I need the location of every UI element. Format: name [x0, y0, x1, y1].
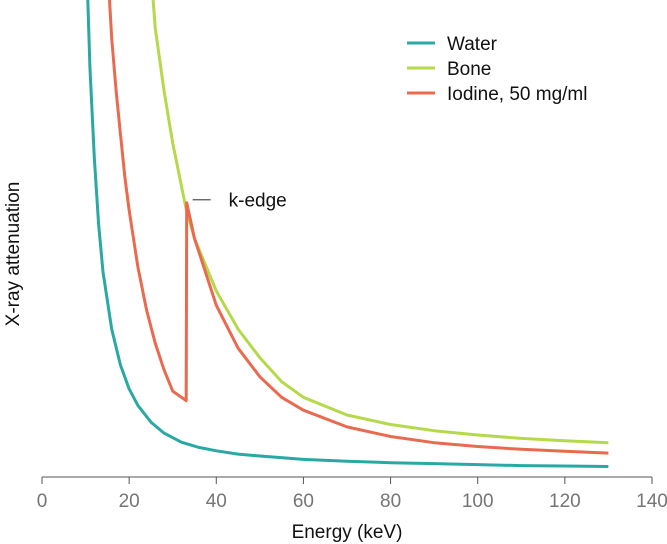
x-tick-label-100: 100 [462, 491, 494, 512]
legend-label-bone: Bone [447, 59, 491, 80]
x-tick-label-140: 140 [636, 491, 667, 512]
series-line-bone [151, 0, 609, 445]
series-line-water [86, 0, 609, 468]
x-tick-label-20: 20 [119, 491, 140, 512]
x-tick-label-120: 120 [549, 491, 581, 512]
y-axis-title: X-ray attenuation [3, 182, 24, 327]
x-tick-label-80: 80 [380, 491, 401, 512]
legend: Water Bone Iodine, 50 mg/ml [407, 34, 587, 105]
x-tick-label-60: 60 [293, 491, 314, 512]
series-line-iodine-50-mg-ml [108, 0, 609, 455]
annotation-label-k-edge: k-edge [229, 191, 287, 212]
series-group [86, 0, 609, 468]
x-axis-title: Energy (keV) [292, 522, 403, 543]
annotations: k-edge [192, 191, 287, 212]
plot-area: 0 20 40 60 80 100 120 140 k-edge [37, 0, 667, 512]
x-ticks: 0 20 40 60 80 100 120 140 [37, 477, 667, 512]
legend-label-iodine-50-mg-ml: Iodine, 50 mg/ml [447, 84, 587, 105]
x-tick-label-0: 0 [37, 491, 48, 512]
x-tick-label-40: 40 [206, 491, 227, 512]
legend-label-water: Water [447, 34, 498, 55]
